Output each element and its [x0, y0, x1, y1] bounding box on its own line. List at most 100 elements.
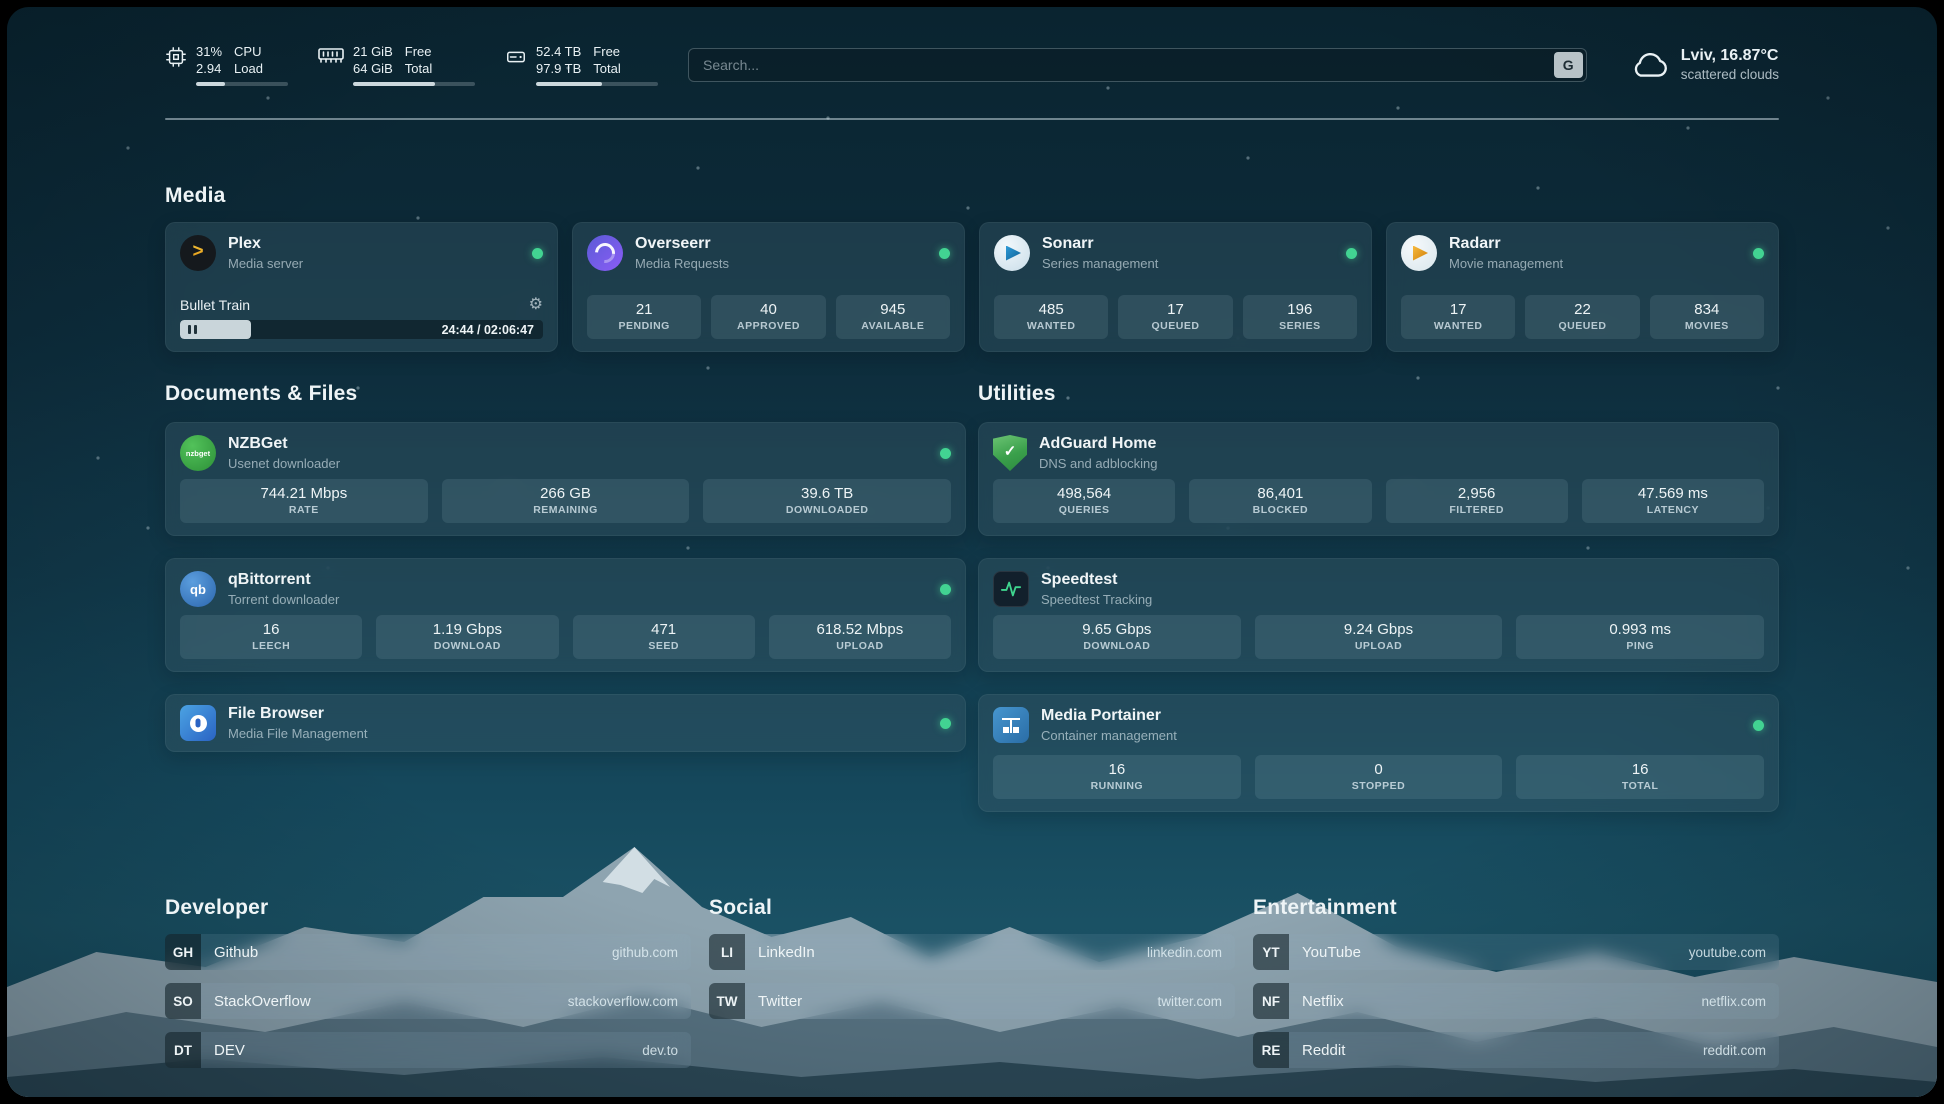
status-dot	[532, 247, 543, 259]
dashboard-screen: 31% 2.94 CPU Load	[7, 7, 1937, 1097]
app-subtitle: Torrent downloader	[228, 591, 340, 607]
playback-progress-bar[interactable]: 24:44 / 02:06:47	[180, 320, 543, 339]
stat-seed: 471 SEED	[572, 615, 755, 659]
disk-total-value: 97.9 TB	[536, 61, 582, 76]
search-engine-button[interactable]: G	[1553, 51, 1583, 78]
sonarr-icon	[994, 235, 1030, 271]
cpu-monitor: 31% 2.94 CPU Load	[165, 43, 288, 86]
app-name: File Browser	[228, 705, 325, 723]
stat-upload: 9.24 Gbps UPLOAD	[1254, 615, 1503, 659]
now-playing-title: Bullet Train	[180, 297, 251, 313]
portainer-icon	[993, 707, 1029, 743]
ram-free-value: 21 GiB	[353, 44, 393, 59]
app-card-adguard[interactable]: ✓ AdGuard Home DNS and adblocking 498,56…	[978, 422, 1779, 536]
app-card-sonarr[interactable]: Sonarr Series management 485 WANTED 17 QUE…	[979, 222, 1372, 352]
bookmark-github[interactable]: GH Github github.com	[165, 934, 691, 970]
bookmark-badge: SO	[165, 983, 201, 1019]
bookmark-stackoverflow[interactable]: SO StackOverflow stackoverflow.com	[165, 983, 691, 1019]
media-grid: > Plex Media server Bullet Train ⚙	[165, 222, 1779, 352]
cpu-icon	[166, 47, 186, 67]
stat-available: 945 AVAILABLE	[835, 295, 950, 339]
ram-monitor: 21 GiB 64 GiB Free Total	[318, 43, 475, 86]
disk-usage-bar	[536, 82, 658, 86]
app-card-speedtest[interactable]: Speedtest Speedtest Tracking 9.65 Gbps DO…	[978, 558, 1779, 672]
stat-queued: 22 QUEUED	[1525, 295, 1640, 339]
bookmark-reddit[interactable]: RE Reddit reddit.com	[1253, 1032, 1779, 1068]
search-input[interactable]	[688, 47, 1587, 82]
bookmark-badge: RE	[1253, 1032, 1289, 1068]
stat-upload: 618.52 Mbps UPLOAD	[768, 615, 951, 659]
weather-location: Lviv, 16.87°C	[1680, 47, 1779, 64]
settings-gear-icon[interactable]: ⚙	[528, 296, 543, 313]
ram-total-value: 64 GiB	[353, 61, 393, 76]
stat-download: 9.65 Gbps DOWNLOAD	[993, 615, 1241, 659]
app-subtitle: Media Requests	[635, 255, 729, 271]
app-card-overseerr[interactable]: Overseerr Media Requests 21 PENDING 40 APP…	[572, 222, 965, 352]
ram-icon	[318, 48, 344, 63]
section-title-developer: Developer	[165, 896, 269, 919]
adguard-icon: ✓	[993, 435, 1027, 471]
bookmark-badge: YT	[1253, 934, 1289, 970]
section-title-utilities: Utilities	[978, 382, 1056, 405]
app-card-qbittorrent[interactable]: qb qBittorrent Torrent downloader 16 LEEC…	[165, 558, 966, 672]
stat-series: 196 SERIES	[1242, 295, 1357, 339]
stat-latency: 47.569 ms LATENCY	[1581, 479, 1764, 523]
cpu-label: CPU	[234, 44, 262, 59]
app-card-portainer[interactable]: Media Portainer Container management 16 R…	[978, 694, 1779, 812]
section-title-social: Social	[709, 896, 773, 919]
app-subtitle: DNS and adblocking	[1039, 455, 1158, 471]
app-name: Plex	[228, 235, 261, 253]
radarr-icon	[1401, 235, 1437, 271]
stat-total: 16 TOTAL	[1516, 755, 1765, 799]
bookmark-netflix[interactable]: NF Netflix netflix.com	[1253, 983, 1779, 1019]
snow-dots	[7, 7, 9, 9]
bookmark-linkedin[interactable]: LI LinkedIn linkedin.com	[709, 934, 1235, 970]
disk-free-label: Free	[593, 44, 621, 59]
stat-movies: 834 MOVIES	[1649, 295, 1764, 339]
topbar-divider	[165, 118, 1779, 120]
qbittorrent-icon: qb	[180, 571, 216, 607]
status-dot	[940, 447, 951, 459]
status-dot	[939, 247, 950, 259]
app-card-nzbget[interactable]: nzbget NZBGet Usenet downloader 744.21 M…	[165, 422, 966, 536]
cpu-percent: 31%	[196, 44, 223, 59]
section-title-documents: Documents & Files	[165, 382, 358, 405]
stat-filtered: 2,956 FILTERED	[1385, 479, 1568, 523]
disk-icon	[507, 51, 525, 63]
bookmark-youtube[interactable]: YT YouTube youtube.com	[1253, 934, 1779, 970]
stat-ping: 0.993 ms PING	[1516, 615, 1765, 659]
app-name: AdGuard Home	[1039, 435, 1157, 453]
app-subtitle: Speedtest Tracking	[1041, 591, 1153, 607]
cpu-load-value: 2.94	[196, 61, 222, 76]
bookmark-twitter[interactable]: TW Twitter twitter.com	[709, 983, 1235, 1019]
cpu-usage-bar	[196, 82, 288, 86]
app-card-radarr[interactable]: Radarr Movie management 17 WANTED 22 QUEUE…	[1386, 222, 1779, 352]
status-dot	[940, 717, 951, 729]
app-card-filebrowser[interactable]: File Browser Media File Management	[165, 694, 966, 752]
pause-icon[interactable]	[188, 325, 197, 334]
stat-remaining: 266 GB REMAINING	[441, 479, 690, 523]
app-name: NZBGet	[228, 435, 288, 453]
plex-icon: >	[180, 235, 216, 271]
app-subtitle: Series management	[1042, 255, 1159, 271]
status-dot	[1346, 247, 1357, 259]
disk-free-value: 52.4 TB	[536, 44, 582, 59]
app-name: Speedtest	[1041, 571, 1118, 589]
bookmark-dev[interactable]: DT DEV dev.to	[165, 1032, 691, 1068]
ram-total-label: Total	[404, 61, 433, 76]
ram-free-label: Free	[404, 44, 432, 59]
playback-time: 24:44 / 02:06:47	[441, 322, 534, 337]
utilities-column: Utilities ✓ AdGuard Home DNS and adblock…	[978, 382, 1779, 834]
weather-condition: scattered clouds	[1680, 67, 1779, 82]
disk-monitor: 52.4 TB 97.9 TB Free Total	[505, 43, 658, 86]
cloud-icon	[1634, 52, 1667, 77]
app-subtitle: Movie management	[1449, 255, 1564, 271]
overseerr-icon	[587, 235, 623, 271]
status-dot	[1753, 719, 1764, 731]
stat-queued: 17 QUEUED	[1118, 295, 1233, 339]
bookmarks-entertainment: Entertainment YT YouTube youtube.com NF …	[1253, 896, 1779, 1081]
app-name: Media Portainer	[1041, 707, 1162, 725]
app-card-plex[interactable]: > Plex Media server Bullet Train ⚙	[165, 222, 558, 352]
bookmark-badge: DT	[165, 1032, 201, 1068]
speedtest-icon	[993, 571, 1029, 607]
